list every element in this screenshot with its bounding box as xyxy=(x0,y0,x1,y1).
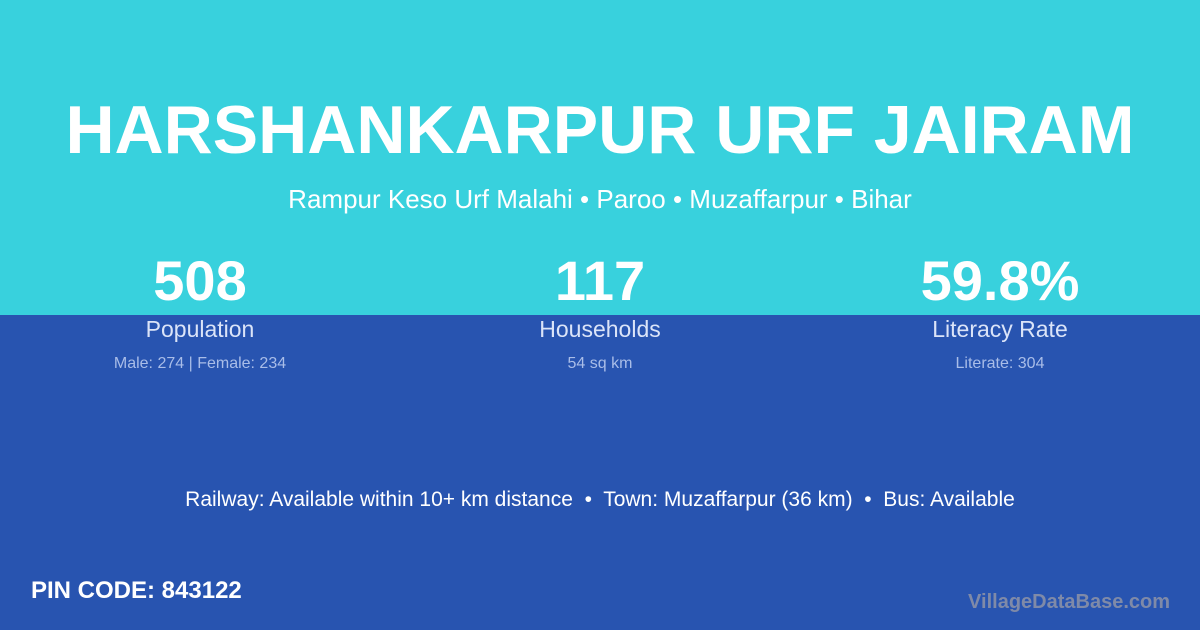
stat-households: 117 Households 54 sq km xyxy=(400,250,800,373)
stat-label: Population xyxy=(145,316,255,342)
stat-value: 59.8% xyxy=(920,249,1080,312)
stat-detail: 54 sq km xyxy=(567,355,633,372)
body-band xyxy=(0,315,1200,630)
stat-literacy: 59.8% Literacy Rate Literate: 304 xyxy=(800,250,1200,373)
village-title: HARSHANKARPUR URF JAIRAM xyxy=(65,92,1135,168)
stat-detail: Literate: 304 xyxy=(955,355,1045,372)
stat-label: Literacy Rate xyxy=(932,316,1068,342)
stat-value: 508 xyxy=(153,249,247,312)
site-logo: VillageDataBase.com xyxy=(968,591,1170,613)
stat-population: 508 Population Male: 274 | Female: 234 xyxy=(0,250,400,373)
stat-detail: Male: 274 | Female: 234 xyxy=(113,355,287,372)
pin-code: PIN CODE: 843122 xyxy=(31,577,242,604)
stat-label: Households xyxy=(539,316,661,342)
transport-info: Railway: Available within 10+ km distanc… xyxy=(185,488,1015,511)
stat-value: 117 xyxy=(554,249,646,312)
location-breadcrumb: Rampur Keso Urf Malahi • Paroo • Muzaffa… xyxy=(288,184,912,214)
header-band xyxy=(0,0,1200,315)
